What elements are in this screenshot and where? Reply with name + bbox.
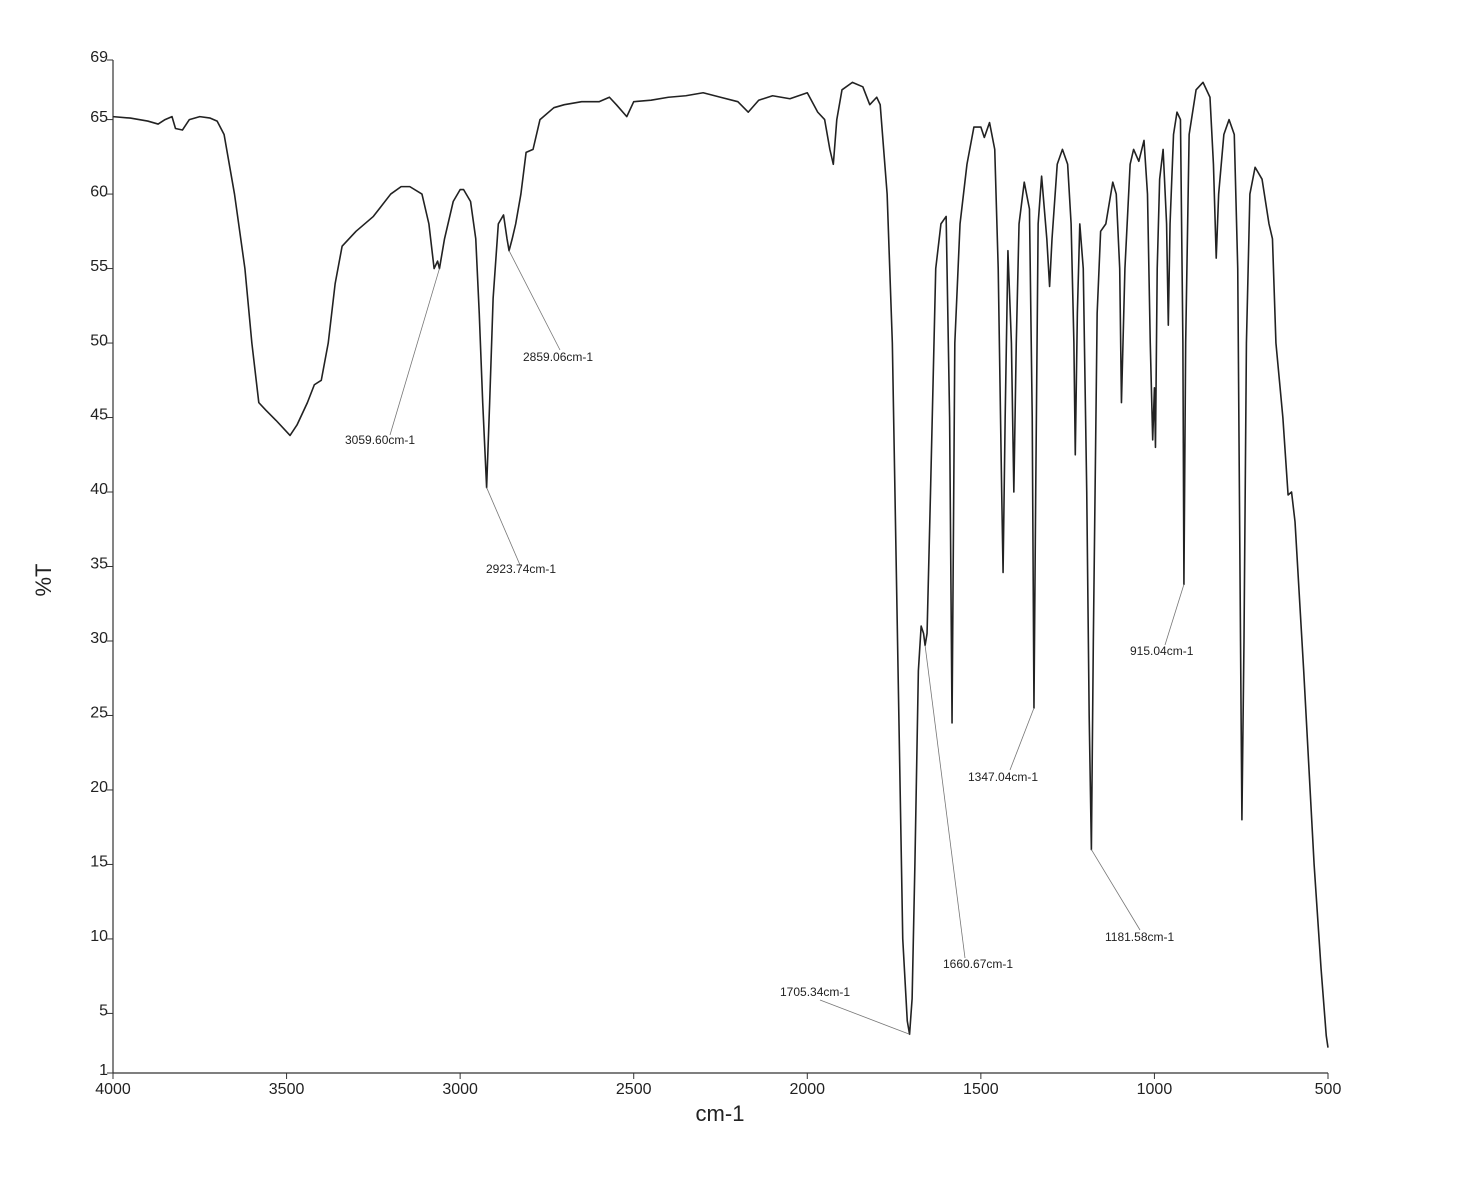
y-tick-label: 40 [90, 481, 108, 498]
annotation-label: 2923.74cm-1 [486, 562, 556, 576]
x-tick-label: 4000 [95, 1081, 131, 1098]
annotation-leader [486, 487, 521, 566]
annotation-leader [389, 268, 440, 436]
annotation-label: 3059.60cm-1 [345, 433, 415, 447]
annotation-label: 2859.06cm-1 [523, 350, 593, 364]
y-tick-label: 10 [90, 928, 108, 945]
x-tick-label: 3500 [269, 1081, 305, 1098]
annotation-label: 1181.58cm-1 [1105, 930, 1174, 944]
annotation-label: 915.04cm-1 [1130, 644, 1194, 658]
y-tick-label: 25 [90, 705, 108, 722]
x-tick-label: 2500 [616, 1081, 652, 1098]
x-tick-label: 1000 [1137, 1081, 1173, 1098]
y-tick-label: 15 [90, 854, 108, 871]
y-tick-label: 35 [90, 556, 108, 573]
y-tick-label: 65 [90, 109, 108, 126]
annotation-leader [924, 645, 966, 959]
annotation-leader [819, 999, 910, 1035]
annotation-label: 1347.04cm-1 [968, 770, 1038, 784]
annotation-leader [508, 250, 561, 351]
y-tick-label: 55 [90, 258, 108, 275]
y-tick-label: 69 [90, 49, 108, 66]
y-axis-label: %T [31, 564, 56, 597]
y-tick-label: 5 [99, 1003, 108, 1020]
x-tick-label: 1500 [963, 1081, 999, 1098]
y-tick-label: 1 [99, 1062, 108, 1079]
annotation-label: 1660.67cm-1 [943, 957, 1013, 971]
x-axis-label: cm-1 [696, 1101, 745, 1126]
y-tick-label: 45 [90, 407, 108, 424]
annotation-leader [1091, 849, 1141, 931]
y-tick-label: 50 [90, 332, 108, 349]
y-tick-label: 30 [90, 630, 108, 647]
annotation-label: 1705.34cm-1 [780, 985, 850, 999]
x-tick-label: 3000 [442, 1081, 478, 1098]
x-tick-label: 2000 [789, 1081, 825, 1098]
x-tick-label: 500 [1315, 1081, 1342, 1098]
y-tick-label: 20 [90, 779, 108, 796]
y-tick-label: 60 [90, 183, 108, 200]
annotation-leader [1164, 584, 1185, 646]
spectrum-line [112, 81, 1329, 1048]
annotation-leader [1009, 707, 1035, 771]
